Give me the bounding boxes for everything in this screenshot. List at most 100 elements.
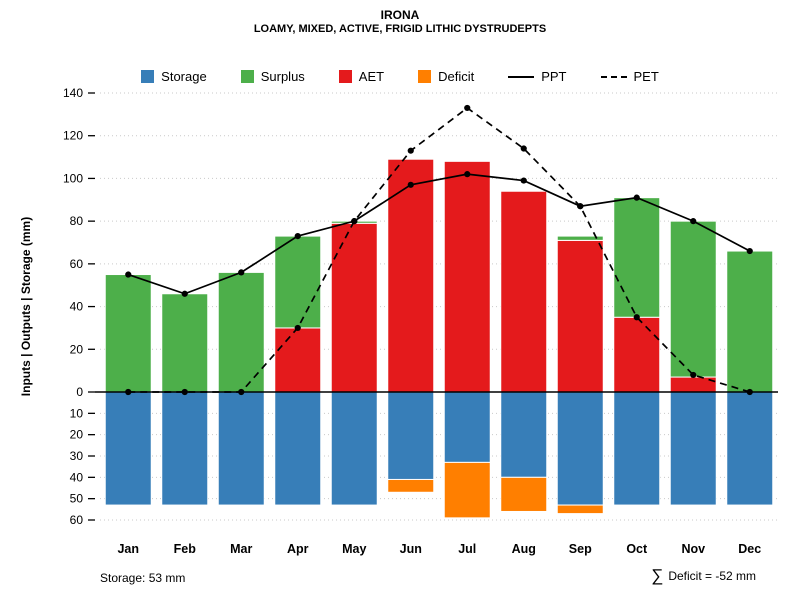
y-tick-label: 100: [63, 171, 83, 185]
surplus-bar: [161, 293, 209, 393]
y-tick-label: 60: [70, 513, 84, 527]
legend-item-storage: Storage: [141, 69, 207, 84]
storage-bar: [669, 391, 717, 506]
storage-bar: [556, 391, 604, 506]
storage-bar: [613, 391, 661, 506]
storage-swatch-icon: [141, 70, 155, 83]
month-label: Sep: [569, 542, 592, 556]
pet-marker: [407, 147, 414, 154]
legend-label: AET: [358, 69, 385, 84]
legend-label: Deficit: [438, 69, 475, 84]
month-label: Mar: [230, 542, 252, 556]
pet-marker: [125, 388, 132, 396]
month-label: Jul: [458, 542, 476, 556]
legend-label: PPT: [541, 69, 567, 84]
aet-bar: [274, 327, 322, 393]
deficit-summary: ∑ Deficit = -52 mm: [651, 567, 756, 584]
ppt-marker: [181, 290, 188, 297]
legend-label: PET: [633, 69, 659, 84]
ppt-marker: [633, 194, 640, 201]
legend-item-ppt: PPT: [508, 69, 567, 84]
storage-bar: [500, 391, 548, 478]
y-tick-label: 120: [63, 129, 83, 143]
ppt-marker: [464, 171, 471, 178]
aet-bar: [613, 316, 661, 393]
deficit-bar: [500, 476, 548, 512]
y-tick-label: 40: [70, 470, 84, 484]
storage-note: Storage: 53 mm: [100, 571, 186, 585]
pet-marker: [294, 324, 301, 332]
pet-line-icon: [600, 75, 627, 78]
y-tick-label: 0: [76, 385, 83, 399]
storage-bar: [330, 391, 378, 506]
deficit-bar: [556, 504, 604, 515]
y-axis-title: Inputs | Outputs | Storage (mm): [19, 217, 33, 396]
pet-marker: [520, 145, 527, 152]
ppt-marker: [351, 218, 358, 225]
pet-marker: [464, 104, 471, 112]
aet-swatch-icon: [338, 70, 352, 83]
storage-bar: [274, 391, 322, 506]
ppt-line-icon: [508, 75, 535, 78]
ppt-marker: [690, 218, 697, 225]
legend-item-aet: AET: [338, 69, 385, 84]
y-tick-label: 140: [63, 86, 83, 100]
ppt-marker: [577, 203, 584, 210]
month-label: Oct: [626, 542, 648, 556]
ppt-marker: [407, 181, 414, 188]
ppt-marker: [125, 271, 132, 278]
pet-marker: [633, 314, 640, 321]
pet-marker: [746, 388, 753, 396]
legend-item-surplus: Surplus: [240, 69, 305, 84]
legend-label: Storage: [161, 69, 207, 84]
surplus-bar: [726, 250, 774, 393]
surplus-bar: [104, 274, 152, 393]
chart-subtitle: LOAMY, MIXED, ACTIVE, FRIGID LITHIC DYST…: [253, 23, 547, 35]
aet-bar: [556, 239, 604, 393]
month-label: May: [342, 542, 366, 556]
surplus-bar: [669, 220, 717, 378]
surplus-swatch-icon: [240, 70, 254, 83]
y-tick-label: 40: [70, 300, 84, 314]
aet-bar: [443, 160, 491, 393]
ppt-marker: [238, 269, 245, 276]
legend-item-pet: PET: [600, 69, 659, 84]
storage-bar: [104, 391, 152, 506]
y-tick-label: 80: [70, 214, 84, 228]
ppt-marker: [294, 232, 301, 240]
pet-marker: [238, 388, 245, 396]
ppt-marker: [520, 177, 527, 184]
y-tick-label: 60: [70, 257, 84, 271]
month-label: Nov: [681, 542, 705, 556]
ppt-marker: [746, 247, 753, 255]
legend-item-deficit: Deficit: [418, 69, 474, 84]
storage-bar: [443, 391, 491, 463]
pet-marker: [690, 371, 697, 379]
storage-bar: [217, 391, 265, 506]
month-label: Feb: [174, 542, 197, 556]
deficit-note: Deficit = -52 mm: [668, 568, 756, 583]
y-tick-label: 30: [70, 449, 84, 463]
legend-label: Surplus: [260, 69, 305, 84]
y-tick-label: 10: [70, 406, 84, 420]
deficit-swatch-icon: [418, 70, 432, 83]
deficit-bar: [387, 478, 435, 493]
deficit-bar: [443, 461, 491, 519]
surplus-bar: [556, 235, 604, 241]
month-label: Apr: [287, 542, 309, 556]
ppt-line: [127, 173, 751, 295]
month-label: Aug: [512, 542, 536, 556]
pet-marker: [181, 388, 188, 396]
pet-line: [128, 106, 750, 393]
month-label: Dec: [738, 542, 761, 556]
storage-bar: [726, 391, 774, 506]
surplus-bar: [613, 197, 661, 318]
aet-bar: [387, 158, 435, 393]
surplus-bar: [274, 235, 322, 329]
chart-title: IRONA: [380, 8, 420, 22]
month-label: Jan: [117, 542, 139, 556]
aet-bar: [500, 190, 548, 393]
month-label: Jun: [400, 542, 422, 556]
aet-bar: [330, 222, 378, 393]
